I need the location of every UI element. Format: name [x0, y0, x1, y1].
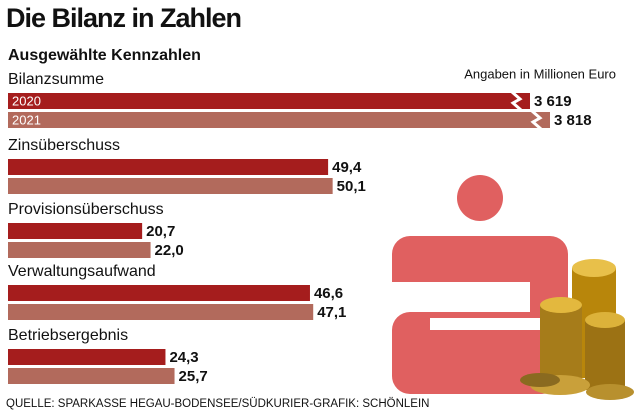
series-name: 2021	[12, 112, 41, 127]
source: QUELLE: SPARKASSE HEGAU-BODENSEE/SÜDKURI…	[6, 398, 429, 410]
logo	[392, 175, 568, 394]
axis-break	[510, 90, 523, 112]
value-label: 50,1	[337, 178, 366, 195]
series-name: 2020	[12, 93, 41, 108]
value-label: 24,3	[169, 349, 198, 366]
coins	[520, 259, 634, 400]
bar	[8, 112, 550, 128]
category-label: Betriebsergebnis	[8, 327, 128, 344]
category-label: Zinsüberschuss	[8, 137, 120, 154]
value-label: 20,7	[146, 223, 175, 240]
value-label: 49,4	[332, 159, 362, 176]
bar	[8, 223, 143, 239]
axis-break	[530, 109, 543, 131]
bar	[8, 349, 166, 365]
value-label: 46,6	[314, 285, 343, 302]
value-label: 47,1	[317, 304, 346, 321]
bar	[8, 159, 329, 175]
category-label: Bilanzsumme	[8, 71, 104, 88]
chart-subtitle: Ausgewählte Kennzahlen	[8, 47, 201, 64]
bar	[8, 368, 175, 384]
bar	[8, 242, 151, 258]
value-label: 22,0	[155, 242, 184, 259]
value-label: 25,7	[179, 368, 208, 385]
category-label: Provisionsüberschuss	[8, 201, 164, 218]
bar	[8, 285, 310, 301]
unit-note: Angaben in Millionen Euro	[464, 66, 616, 81]
bar	[8, 93, 530, 109]
category-label: Verwaltungsaufwand	[8, 263, 156, 280]
chart-title: Die Bilanz in Zahlen	[6, 3, 241, 33]
bar	[8, 304, 314, 320]
value-label: 3 818	[554, 112, 592, 129]
bar	[8, 178, 333, 194]
value-label: 3 619	[534, 93, 572, 110]
